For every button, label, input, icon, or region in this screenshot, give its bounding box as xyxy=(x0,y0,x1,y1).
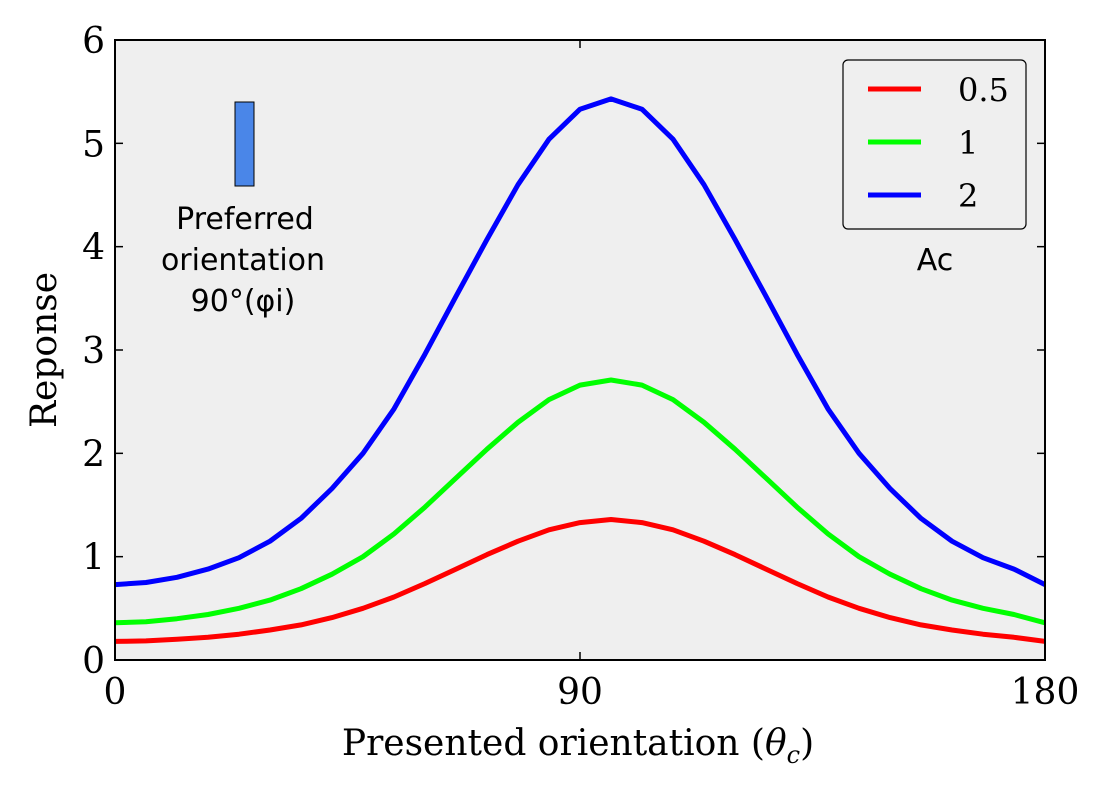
legend-label-3: 2 xyxy=(958,177,978,215)
legend-label-2: 1 xyxy=(958,124,978,162)
legend-title: Ac xyxy=(917,243,954,278)
y-tick-label: 2 xyxy=(82,434,105,475)
series-layer xyxy=(114,96,1047,644)
series-line-3 xyxy=(114,96,1047,588)
x-tick-label: 180 xyxy=(1011,672,1080,713)
x-axis-label: Presented orientation (θc) xyxy=(342,723,814,769)
ticks-layer: 0 1 2 3 4 5 6 0 90 180 xyxy=(82,21,1079,713)
y-tick-label: 3 xyxy=(82,331,105,372)
legend-box xyxy=(842,59,1027,230)
series-line-2 xyxy=(114,377,1046,626)
x-tick-label: 0 xyxy=(104,672,127,713)
annotation-line-3: 90°(φi) xyxy=(191,284,296,319)
y-tick-label: 6 xyxy=(82,21,105,62)
y-tick-label: 5 xyxy=(82,124,105,165)
annotation-line-1: Preferred xyxy=(176,202,314,237)
y-tick-label: 0 xyxy=(82,641,105,682)
legend-label-1: 0.5 xyxy=(958,71,1009,109)
y-axis-label: Reponse xyxy=(24,272,65,428)
legend-items: 0.5 1 2 xyxy=(868,71,1009,215)
series-line-1 xyxy=(114,517,1046,644)
y-tick-label: 4 xyxy=(82,228,105,269)
x-tick-label: 90 xyxy=(557,672,603,713)
y-tick-label: 1 xyxy=(82,538,105,579)
annotation-line-2: orientation xyxy=(161,243,325,278)
preferred-orientation-annotation: Preferred orientation 90°(φi) xyxy=(161,101,325,319)
legend: 0.5 1 2 xyxy=(842,59,1027,230)
preferred-orientation-marker xyxy=(234,101,255,187)
